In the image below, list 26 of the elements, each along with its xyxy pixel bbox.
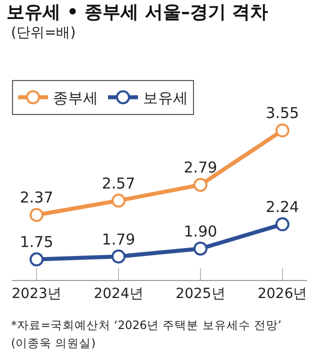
chart-title: 보유세 • 종부세 서울–경기 격차 (6, 2, 268, 23)
x-tick-label: 2024년 (94, 286, 144, 302)
text: *자료=국회예산처 ‘2026년 주택분 보유세수 전망’ (11, 318, 282, 332)
point (112, 194, 126, 208)
point (112, 250, 126, 264)
point (30, 208, 44, 222)
chart-subtitle: (단위=배) (11, 25, 76, 41)
data-label: 2.24 (266, 198, 300, 216)
data-label: 1.75 (20, 233, 54, 252)
text: (이종욱 의원실) (11, 336, 96, 350)
legend-label: 종부세 (53, 89, 98, 108)
data-label: 3.55 (266, 104, 300, 122)
x-tick-label: 2023년 (12, 286, 62, 302)
point (193, 178, 208, 192)
data-label: 2.79 (184, 158, 218, 177)
point (30, 252, 44, 266)
x-tick-label: 2026년 (258, 286, 308, 302)
data-label: 2.37 (20, 188, 54, 207)
point (275, 123, 290, 138)
point (275, 217, 290, 232)
data-label: 1.79 (102, 230, 136, 248)
point (193, 242, 208, 256)
data-label: 1.90 (184, 222, 218, 240)
data-label: 2.57 (102, 174, 136, 192)
legend-label: 보유세 (143, 89, 188, 108)
x-tick-label: 2025년 (176, 286, 226, 302)
